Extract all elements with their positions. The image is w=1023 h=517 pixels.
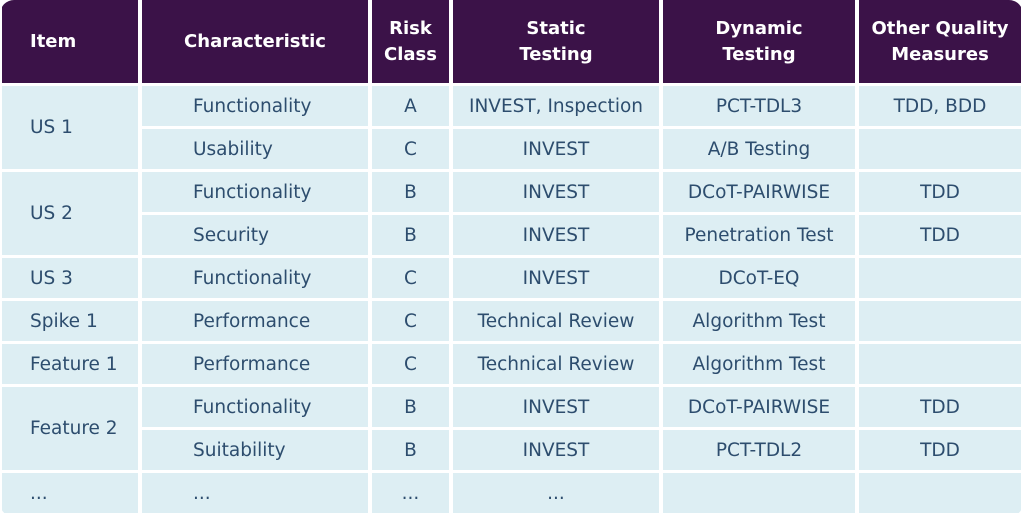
- other-quality-cell: [859, 129, 1021, 169]
- header-characteristic: Characteristic: [142, 0, 368, 83]
- static-testing-cell: Technical Review: [453, 301, 659, 341]
- static-testing-cell: INVEST: [453, 258, 659, 298]
- other-quality-cell: TDD: [859, 387, 1021, 427]
- static-testing-cell: INVEST, Inspection: [453, 86, 659, 126]
- table-body: US 1 Functionality A INVEST, Inspection PCT-…: [2, 86, 1021, 513]
- header-dynamic-testing: Dynamic Testing: [663, 0, 855, 83]
- characteristic-cell: Functionality: [142, 258, 368, 298]
- table-row: Usability C INVEST A/B Testing: [2, 129, 1021, 169]
- dynamic-testing-cell: DCoT-EQ: [663, 258, 855, 298]
- header-row: Item Characteristic Risk Class Static Test…: [2, 0, 1021, 83]
- item-cell: US 1: [2, 86, 138, 169]
- dynamic-testing-cell: DCoT-PAIRWISE: [663, 172, 855, 212]
- risk-class-cell: C: [372, 129, 449, 169]
- header-item: Item: [2, 0, 138, 83]
- static-testing-cell: INVEST: [453, 129, 659, 169]
- item-cell: ...: [2, 473, 138, 513]
- header-other-quality-measures: Other Quality Measures: [859, 0, 1021, 83]
- table-row: ............: [2, 473, 1021, 513]
- item-cell: US 3: [2, 258, 138, 298]
- dynamic-testing-cell: A/B Testing: [663, 129, 855, 169]
- table-row: Suitability B INVEST PCT-TDL2 TDD: [2, 430, 1021, 470]
- characteristic-cell: Functionality: [142, 172, 368, 212]
- dynamic-testing-cell: Algorithm Test: [663, 344, 855, 384]
- characteristic-cell: Performance: [142, 344, 368, 384]
- risk-class-cell: B: [372, 430, 449, 470]
- table-row: US 3 Functionality C INVEST DCoT-EQ: [2, 258, 1021, 298]
- header-static-testing: Static Testing: [453, 0, 659, 83]
- risk-class-cell: B: [372, 172, 449, 212]
- table-row: US 2 Functionality B INVEST DCoT-PAIRWISE TDD: [2, 172, 1021, 255]
- item-cell: Spike 1: [2, 301, 138, 341]
- characteristic-cell: Usability: [142, 129, 368, 169]
- risk-class-cell: A: [372, 86, 449, 126]
- other-quality-cell: [859, 344, 1021, 384]
- other-quality-cell: TDD: [859, 215, 1021, 255]
- static-testing-cell: INVEST: [453, 172, 659, 212]
- risk-class-cell: C: [372, 344, 449, 384]
- characteristic-cell: Functionality: [142, 387, 368, 427]
- characteristic-cell: Security: [142, 215, 368, 255]
- static-testing-cell: ...: [453, 473, 659, 513]
- item-cell: US 2: [2, 172, 138, 255]
- risk-class-cell: B: [372, 215, 449, 255]
- risk-class-cell: C: [372, 301, 449, 341]
- dynamic-testing-cell: Algorithm Test: [663, 301, 855, 341]
- characteristic-cell: Functionality: [142, 86, 368, 126]
- characteristic-cell: Suitability: [142, 430, 368, 470]
- risk-class-cell: C: [372, 258, 449, 298]
- table-row: Spike 1 Performance C Technical Review Algor…: [2, 301, 1021, 341]
- static-testing-cell: Technical Review: [453, 344, 659, 384]
- item-cell: Feature 1: [2, 344, 138, 384]
- table-row: Security B INVEST Penetration Test TDD: [2, 215, 1021, 255]
- table-row: US 1 Functionality A INVEST, Inspection PCT-…: [2, 86, 1021, 169]
- other-quality-cell: [859, 258, 1021, 298]
- header-risk-class: Risk Class: [372, 0, 449, 83]
- static-testing-cell: INVEST: [453, 387, 659, 427]
- risk-class-cell: B: [372, 387, 449, 427]
- risk-class-cell: ...: [372, 473, 449, 513]
- other-quality-cell: TDD: [859, 172, 1021, 212]
- other-quality-cell: TDD: [859, 430, 1021, 470]
- other-quality-cell: [859, 301, 1021, 341]
- other-quality-cell: TDD, BDD: [859, 86, 1021, 126]
- dynamic-testing-cell: DCoT-PAIRWISE: [663, 387, 855, 427]
- table-row: Feature 1 Performance C Technical Review Alg…: [2, 344, 1021, 384]
- dynamic-testing-cell: PCT-TDL3: [663, 86, 855, 126]
- dynamic-testing-cell: [663, 473, 855, 513]
- characteristic-cell: Performance: [142, 301, 368, 341]
- item-cell: Feature 2: [2, 387, 138, 470]
- characteristic-cell: ...: [142, 473, 368, 513]
- other-quality-cell: [859, 473, 1021, 513]
- static-testing-cell: INVEST: [453, 215, 659, 255]
- dynamic-testing-cell: PCT-TDL2: [663, 430, 855, 470]
- static-testing-cell: INVEST: [453, 430, 659, 470]
- dynamic-testing-cell: Penetration Test: [663, 215, 855, 255]
- table-row: Feature 2 Functionality B INVEST DCoT-PAIRWI…: [2, 387, 1021, 470]
